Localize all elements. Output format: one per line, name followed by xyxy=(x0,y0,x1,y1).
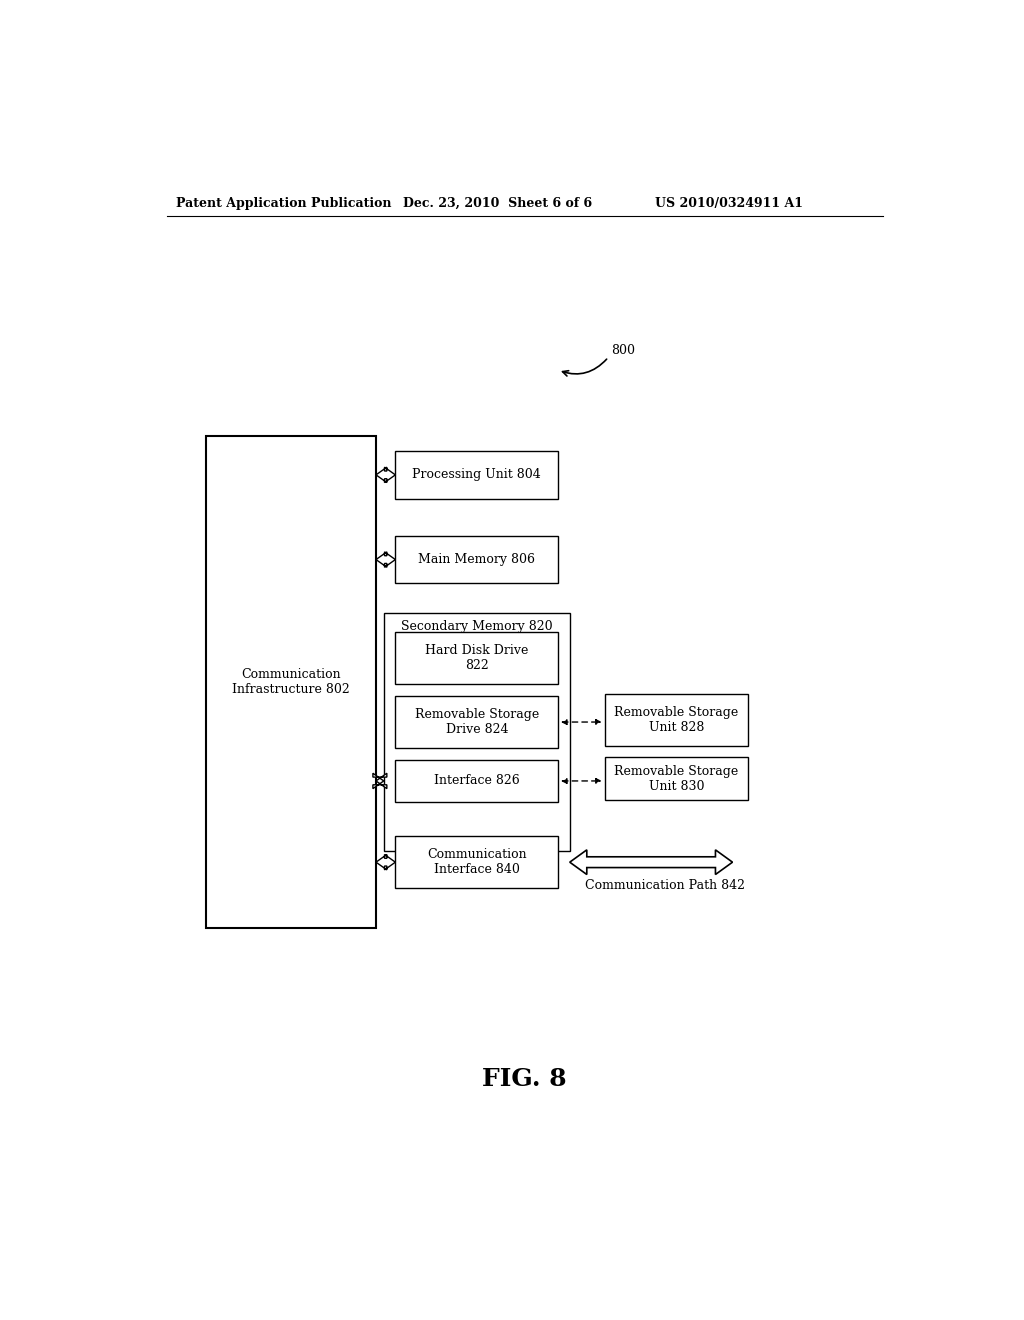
FancyBboxPatch shape xyxy=(206,436,376,928)
FancyBboxPatch shape xyxy=(604,693,748,746)
Polygon shape xyxy=(376,552,395,568)
Text: Removable Storage
Unit 830: Removable Storage Unit 830 xyxy=(614,764,738,792)
FancyBboxPatch shape xyxy=(395,632,558,684)
FancyBboxPatch shape xyxy=(395,760,558,803)
Text: US 2010/0324911 A1: US 2010/0324911 A1 xyxy=(655,197,803,210)
Text: Communication
Infrastructure 802: Communication Infrastructure 802 xyxy=(231,668,349,696)
FancyBboxPatch shape xyxy=(395,836,558,888)
Text: Interface 826: Interface 826 xyxy=(434,775,519,788)
FancyBboxPatch shape xyxy=(604,758,748,800)
FancyBboxPatch shape xyxy=(395,536,558,583)
Text: Removable Storage
Drive 824: Removable Storage Drive 824 xyxy=(415,708,539,737)
Polygon shape xyxy=(373,774,387,788)
Text: Patent Application Publication: Patent Application Publication xyxy=(176,197,391,210)
Text: Secondary Memory 820: Secondary Memory 820 xyxy=(401,620,553,634)
Text: Removable Storage
Unit 828: Removable Storage Unit 828 xyxy=(614,706,738,734)
Text: Dec. 23, 2010  Sheet 6 of 6: Dec. 23, 2010 Sheet 6 of 6 xyxy=(403,197,592,210)
FancyBboxPatch shape xyxy=(384,612,569,851)
Polygon shape xyxy=(376,854,395,870)
Text: Hard Disk Drive
822: Hard Disk Drive 822 xyxy=(425,644,528,672)
Text: Main Memory 806: Main Memory 806 xyxy=(418,553,536,566)
FancyBboxPatch shape xyxy=(395,451,558,499)
Text: Communication Path 842: Communication Path 842 xyxy=(586,879,745,892)
Text: FIG. 8: FIG. 8 xyxy=(482,1067,567,1090)
Text: Processing Unit 804: Processing Unit 804 xyxy=(413,469,541,482)
Polygon shape xyxy=(569,850,732,875)
Text: Communication
Interface 840: Communication Interface 840 xyxy=(427,849,526,876)
Polygon shape xyxy=(376,467,395,483)
Text: 800: 800 xyxy=(611,345,635,358)
FancyBboxPatch shape xyxy=(395,696,558,748)
